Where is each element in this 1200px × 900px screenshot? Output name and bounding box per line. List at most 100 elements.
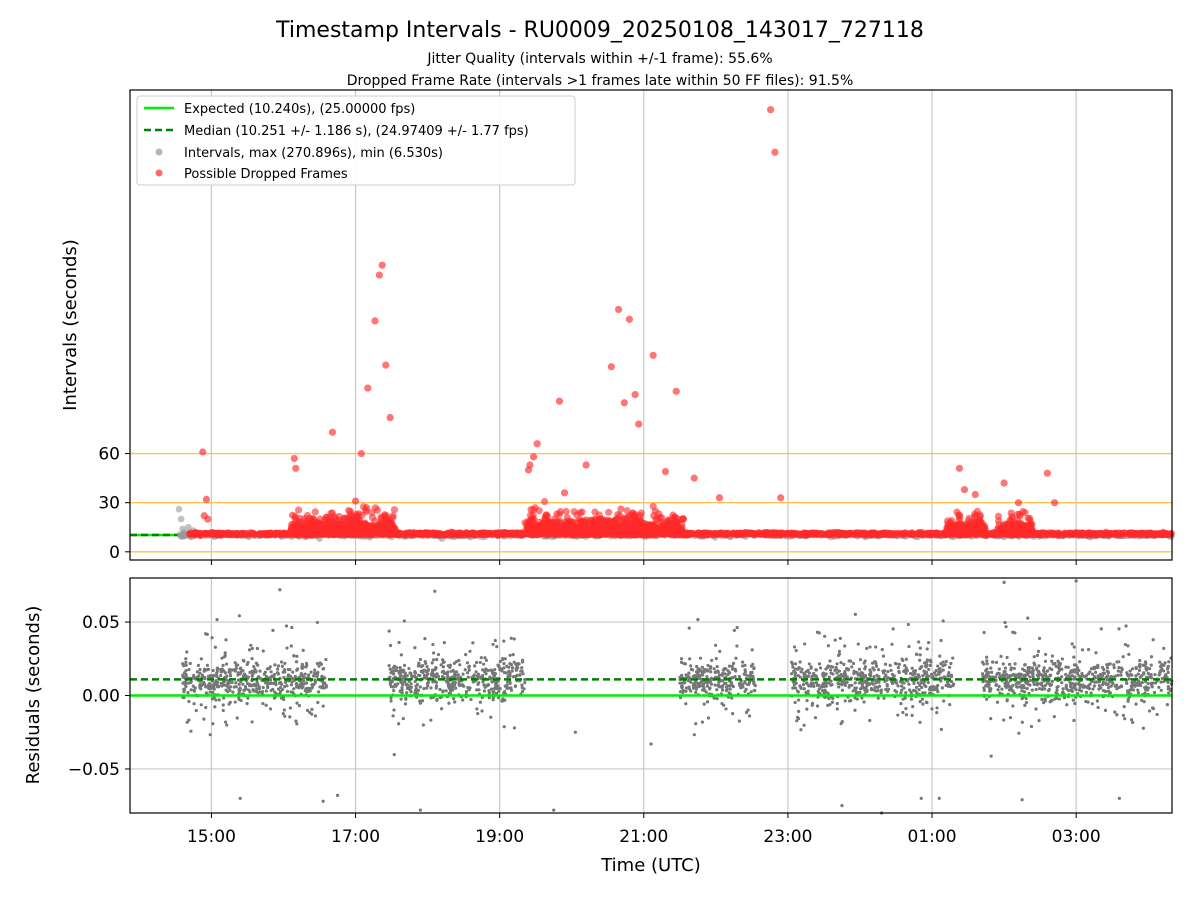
residual-point bbox=[478, 700, 483, 704]
residual-point bbox=[242, 659, 246, 663]
residual-point bbox=[454, 686, 458, 690]
residual-point bbox=[323, 681, 327, 685]
dropped-frame-point bbox=[371, 317, 379, 325]
legend: Expected (10.240s), (25.00000 fps) Media… bbox=[136, 95, 576, 186]
residual-point bbox=[520, 689, 525, 694]
residual-point bbox=[225, 674, 229, 678]
residual-point bbox=[224, 683, 228, 687]
residual-point bbox=[484, 658, 489, 662]
residual-point bbox=[413, 646, 417, 650]
dropped-frame-point bbox=[1001, 527, 1010, 535]
residual-point bbox=[464, 653, 468, 657]
residual-point bbox=[444, 679, 448, 683]
residual-point bbox=[231, 690, 235, 694]
dropped-frame-point bbox=[777, 529, 786, 537]
dropped-frame-point bbox=[620, 399, 628, 407]
residual-point bbox=[392, 708, 396, 712]
dropped-frame-point bbox=[292, 464, 300, 472]
residual-point bbox=[491, 642, 495, 647]
residual-point bbox=[221, 708, 225, 713]
residual-point bbox=[208, 690, 212, 694]
residual-point bbox=[324, 685, 328, 689]
residual-point bbox=[305, 708, 310, 712]
residual-point bbox=[211, 722, 215, 726]
residual-point bbox=[457, 658, 461, 663]
residual-point bbox=[498, 659, 502, 664]
residual-point bbox=[220, 667, 224, 671]
dropped-frame-point bbox=[612, 522, 620, 530]
residual-point bbox=[477, 681, 481, 685]
residual-point bbox=[304, 665, 308, 669]
residual-point bbox=[241, 669, 245, 673]
residual-point bbox=[203, 682, 207, 686]
residual-point bbox=[310, 707, 314, 711]
residual-point bbox=[523, 677, 527, 682]
residual-point bbox=[421, 723, 425, 727]
residual-point bbox=[294, 682, 298, 686]
residual-point bbox=[512, 726, 517, 730]
dropped-frame-point bbox=[381, 511, 389, 519]
residual-point bbox=[482, 662, 486, 666]
dropped-frame-point bbox=[303, 511, 312, 520]
residual-point bbox=[257, 690, 262, 694]
residual-point bbox=[512, 637, 516, 641]
residual-point bbox=[238, 667, 242, 671]
residual-point bbox=[290, 625, 294, 630]
residual-point bbox=[215, 674, 219, 678]
dropped-frame-point bbox=[194, 529, 202, 537]
residual-point bbox=[276, 667, 280, 671]
dropped-frame-point bbox=[1120, 529, 1128, 537]
top-y-tick-label: 30 bbox=[98, 494, 120, 514]
residual-point bbox=[182, 671, 187, 675]
dropped-frame-point bbox=[555, 397, 564, 405]
residual-point bbox=[258, 669, 262, 673]
residual-point bbox=[234, 666, 238, 670]
dropped-frame-point bbox=[1100, 530, 1109, 538]
dropped-frame-point bbox=[1157, 531, 1165, 539]
dropped-frame-point bbox=[809, 529, 817, 537]
dropped-frame-point bbox=[549, 525, 558, 533]
dropped-frame-point bbox=[207, 529, 215, 537]
residual-point bbox=[452, 661, 457, 665]
residual-point bbox=[425, 686, 429, 690]
residual-point bbox=[202, 717, 206, 721]
dropped-frame-point bbox=[311, 508, 319, 516]
residual-point bbox=[200, 683, 204, 688]
top-panel-x-ticks bbox=[210, 560, 1077, 565]
dropped-frame-point bbox=[199, 448, 207, 456]
residual-point bbox=[212, 683, 216, 687]
residual-point bbox=[283, 667, 287, 672]
dropped-frame-point bbox=[747, 529, 755, 537]
residual-point bbox=[228, 674, 233, 678]
residual-point bbox=[497, 689, 501, 693]
residual-point bbox=[409, 682, 413, 686]
residual-point bbox=[316, 690, 321, 694]
dropped-frame-point bbox=[661, 467, 670, 476]
residual-point bbox=[283, 661, 287, 665]
dropped-frame-point bbox=[484, 530, 492, 539]
residual-point bbox=[303, 672, 307, 676]
residual-point bbox=[396, 682, 400, 686]
chart-title: Timestamp Intervals - RU0009_20250108_14… bbox=[275, 18, 924, 43]
residual-point bbox=[399, 673, 403, 677]
residual-point bbox=[461, 672, 465, 676]
dropped-frame-point bbox=[704, 530, 712, 538]
residual-point bbox=[458, 663, 462, 667]
residual-point bbox=[387, 629, 391, 633]
dropped-frame-point bbox=[982, 526, 990, 535]
dropped-frame-point bbox=[631, 390, 639, 399]
dropped-frame-point bbox=[671, 513, 679, 521]
dropped-frame-point bbox=[1148, 531, 1156, 539]
residual-point bbox=[468, 649, 472, 653]
dropped-frame-point bbox=[878, 529, 886, 538]
dropped-frame-point bbox=[1042, 530, 1050, 538]
residual-point bbox=[228, 671, 232, 675]
residual-point bbox=[263, 670, 267, 674]
residual-point bbox=[195, 670, 200, 674]
dropped-frame-point bbox=[540, 528, 548, 536]
residual-point bbox=[407, 666, 411, 671]
dropped-frame-point bbox=[374, 522, 382, 530]
residual-point bbox=[282, 708, 286, 712]
dropped-frame-point bbox=[590, 528, 598, 536]
dropped-frame-point bbox=[573, 526, 581, 534]
